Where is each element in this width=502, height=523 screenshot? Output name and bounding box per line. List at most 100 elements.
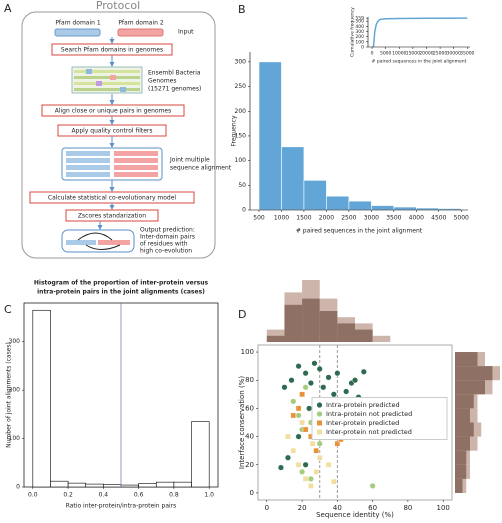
y-tick-label: 200 bbox=[355, 34, 364, 40]
line bbox=[372, 17, 468, 48]
x-tick-label: 2000 bbox=[319, 215, 334, 222]
domain-label: Pfam domain 1 bbox=[55, 20, 101, 27]
x-tick-label: 80 bbox=[403, 504, 412, 512]
x-tick-label: 0.4 bbox=[99, 492, 109, 499]
genomes-label: Genomes bbox=[148, 78, 176, 85]
point bbox=[313, 469, 320, 475]
y-tick-label: 0 bbox=[250, 489, 254, 497]
point bbox=[302, 461, 309, 468]
step-label: Search Pfam domains in genomes bbox=[61, 47, 163, 54]
y-tick-label: 0 bbox=[361, 45, 364, 51]
marginal-bar bbox=[455, 478, 463, 493]
marginal-bar bbox=[372, 335, 391, 342]
point bbox=[290, 412, 297, 419]
point bbox=[307, 380, 314, 387]
x-tick-label: 500 bbox=[253, 215, 265, 222]
point bbox=[295, 461, 302, 468]
y-tick-label: 300 bbox=[355, 29, 364, 35]
y-tick-label: 200 bbox=[235, 108, 247, 115]
point bbox=[295, 433, 302, 440]
point bbox=[295, 363, 302, 370]
x-tick-label: 0.2 bbox=[63, 492, 73, 499]
point bbox=[360, 368, 367, 375]
x-tick-label: 15000 bbox=[406, 51, 420, 57]
y-tick-label: 100 bbox=[9, 435, 21, 442]
y-tick-label: 100 bbox=[241, 348, 254, 356]
marginal-bar bbox=[355, 329, 373, 342]
chart-title: Histogram of the proportion of inter-pro… bbox=[34, 280, 209, 287]
chart-title: intra-protein pairs in the joint alignme… bbox=[37, 289, 205, 296]
point bbox=[295, 405, 302, 412]
marginal-bar bbox=[266, 335, 285, 342]
point bbox=[290, 398, 297, 405]
marginal-bar bbox=[302, 298, 320, 342]
alignment-icon bbox=[61, 147, 163, 181]
y-tick-label: 80 bbox=[245, 376, 254, 384]
y-tick-label: 0 bbox=[16, 484, 20, 491]
point bbox=[330, 391, 337, 398]
domain-bar bbox=[54, 28, 101, 37]
point bbox=[316, 440, 323, 447]
step-label: Apply quality control filters bbox=[71, 128, 152, 135]
bar bbox=[85, 483, 104, 488]
marginal-bar bbox=[455, 436, 470, 451]
protocol-frame bbox=[21, 11, 216, 259]
protocol-title: Protocol bbox=[96, 0, 140, 12]
y-tick-label: 0 bbox=[242, 207, 246, 214]
x-tick-label: 2500 bbox=[341, 215, 356, 222]
x-tick-label: 0.0 bbox=[28, 492, 38, 499]
point bbox=[316, 365, 323, 372]
x-tick-label: 60 bbox=[368, 504, 377, 512]
point bbox=[306, 405, 313, 412]
point bbox=[343, 388, 350, 395]
bar bbox=[103, 484, 122, 488]
x-tick-label: 0 bbox=[371, 51, 374, 57]
x-tick-label: 1000 bbox=[274, 215, 289, 222]
point bbox=[320, 384, 327, 391]
bar bbox=[155, 481, 175, 488]
point bbox=[369, 482, 376, 489]
point bbox=[290, 447, 297, 454]
point bbox=[334, 440, 341, 447]
x-tick-label: 40 bbox=[333, 504, 342, 512]
bar bbox=[258, 61, 282, 211]
y-tick-label: 40 bbox=[245, 433, 254, 441]
bar bbox=[326, 195, 350, 211]
bar bbox=[303, 180, 327, 211]
point bbox=[302, 384, 309, 391]
x-tick-label: 0.6 bbox=[134, 492, 144, 499]
x-tick-label: 4000 bbox=[409, 215, 424, 222]
output-label: of residues with bbox=[140, 241, 188, 248]
x-tick-label: 5000 bbox=[454, 215, 469, 222]
point bbox=[334, 370, 341, 377]
bar bbox=[281, 146, 305, 211]
y-tick-label: 300 bbox=[9, 338, 21, 345]
y-axis-label: Number of joint alignments (cases) bbox=[6, 342, 13, 448]
y-tick-label: 100 bbox=[235, 157, 247, 164]
legend-label: Intra-protein predicted bbox=[326, 401, 400, 409]
legend-marker bbox=[317, 429, 322, 435]
point bbox=[352, 377, 359, 384]
point bbox=[277, 464, 284, 471]
panel-label: D bbox=[238, 308, 246, 321]
y-tick-label: 100 bbox=[355, 39, 364, 45]
point bbox=[307, 475, 314, 482]
point bbox=[331, 478, 337, 485]
step-label: Calculate statistical co-evolutionary mo… bbox=[48, 195, 177, 202]
x-tick-label: 35000 bbox=[460, 51, 474, 57]
genomes-label: Ensembl Bacteria bbox=[148, 70, 201, 77]
marginal-bar bbox=[455, 366, 493, 381]
input-label: Input bbox=[178, 29, 194, 36]
domain-label: Pfam domain 2 bbox=[118, 20, 164, 27]
genome-icon bbox=[71, 66, 143, 94]
point bbox=[302, 426, 309, 433]
legend-box bbox=[311, 397, 448, 440]
x-tick-label: 20000 bbox=[419, 51, 433, 57]
legend-marker bbox=[317, 420, 322, 426]
x-tick-label: 3000 bbox=[364, 215, 379, 222]
bar bbox=[348, 200, 372, 211]
domain-bar bbox=[117, 28, 164, 37]
step-box bbox=[65, 209, 159, 222]
marginal-bar bbox=[455, 450, 467, 465]
